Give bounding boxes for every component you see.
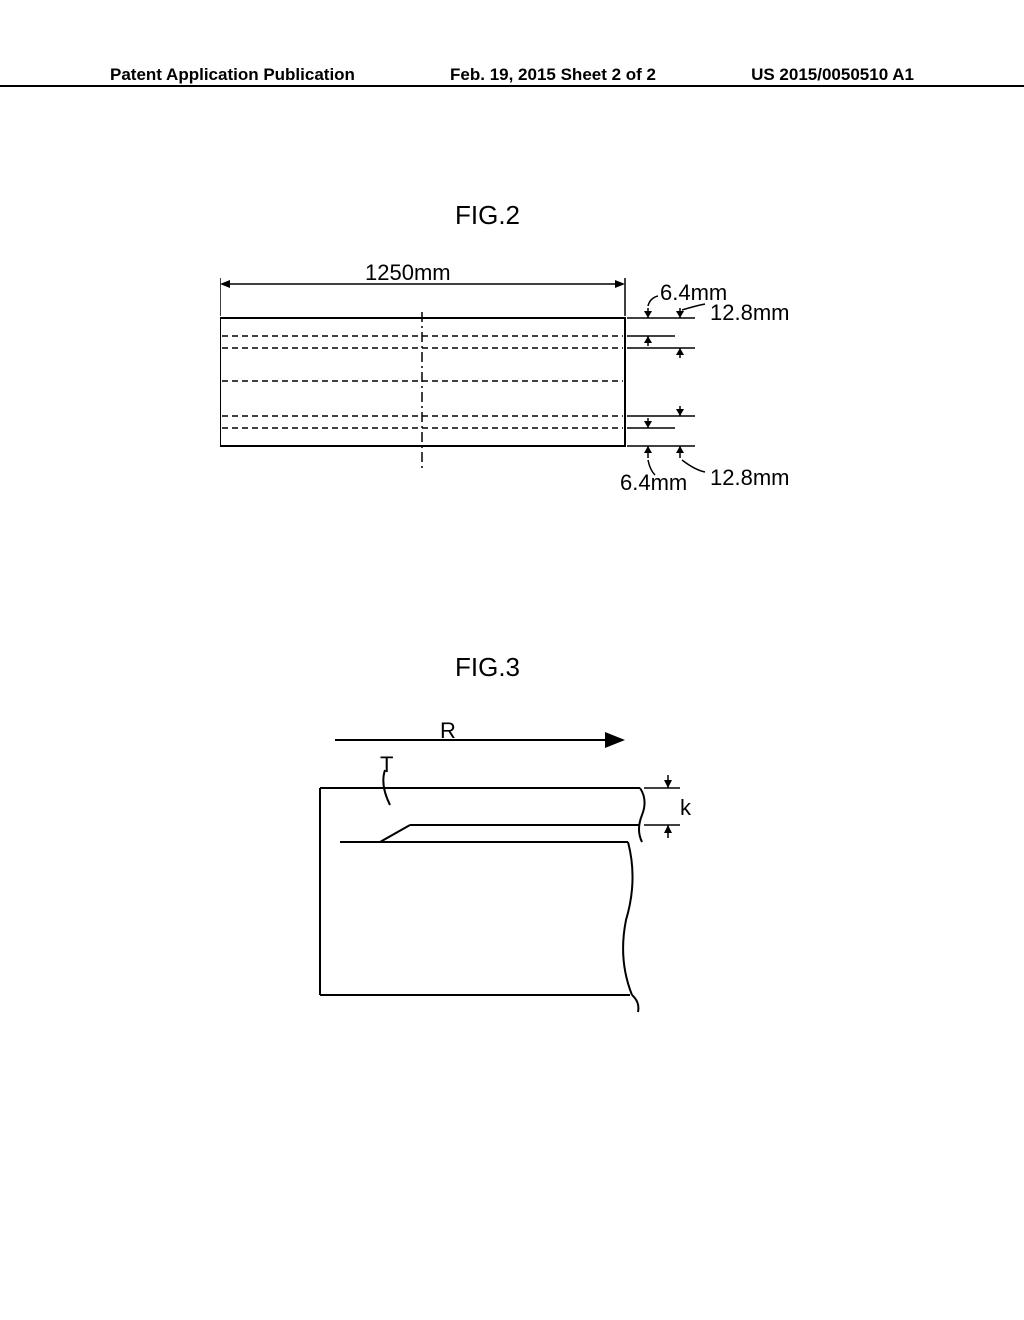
fig3-diagram: R T k xyxy=(280,720,780,1020)
fig3-t-label: T xyxy=(380,752,393,778)
fig2-bottom-dim2: 12.8mm xyxy=(710,465,789,491)
fig2-diagram: 1250mm 6.4mm 12.8mm 6.4mm 12.8mm xyxy=(220,270,820,530)
fig3-r-label: R xyxy=(440,718,456,744)
fig3-title: FIG.3 xyxy=(455,652,520,683)
header-right: US 2015/0050510 A1 xyxy=(751,65,914,85)
fig2-bottom-dim1: 6.4mm xyxy=(620,470,687,496)
page-header: Patent Application Publication Feb. 19, … xyxy=(0,85,1024,107)
fig3-k-label: k xyxy=(680,795,691,821)
fig2-top-dim2: 12.8mm xyxy=(710,300,789,326)
fig2-title: FIG.2 xyxy=(455,200,520,231)
fig2-width-dim: 1250mm xyxy=(365,260,451,286)
header-left: Patent Application Publication xyxy=(110,65,355,85)
header-middle: Feb. 19, 2015 Sheet 2 of 2 xyxy=(450,65,656,85)
